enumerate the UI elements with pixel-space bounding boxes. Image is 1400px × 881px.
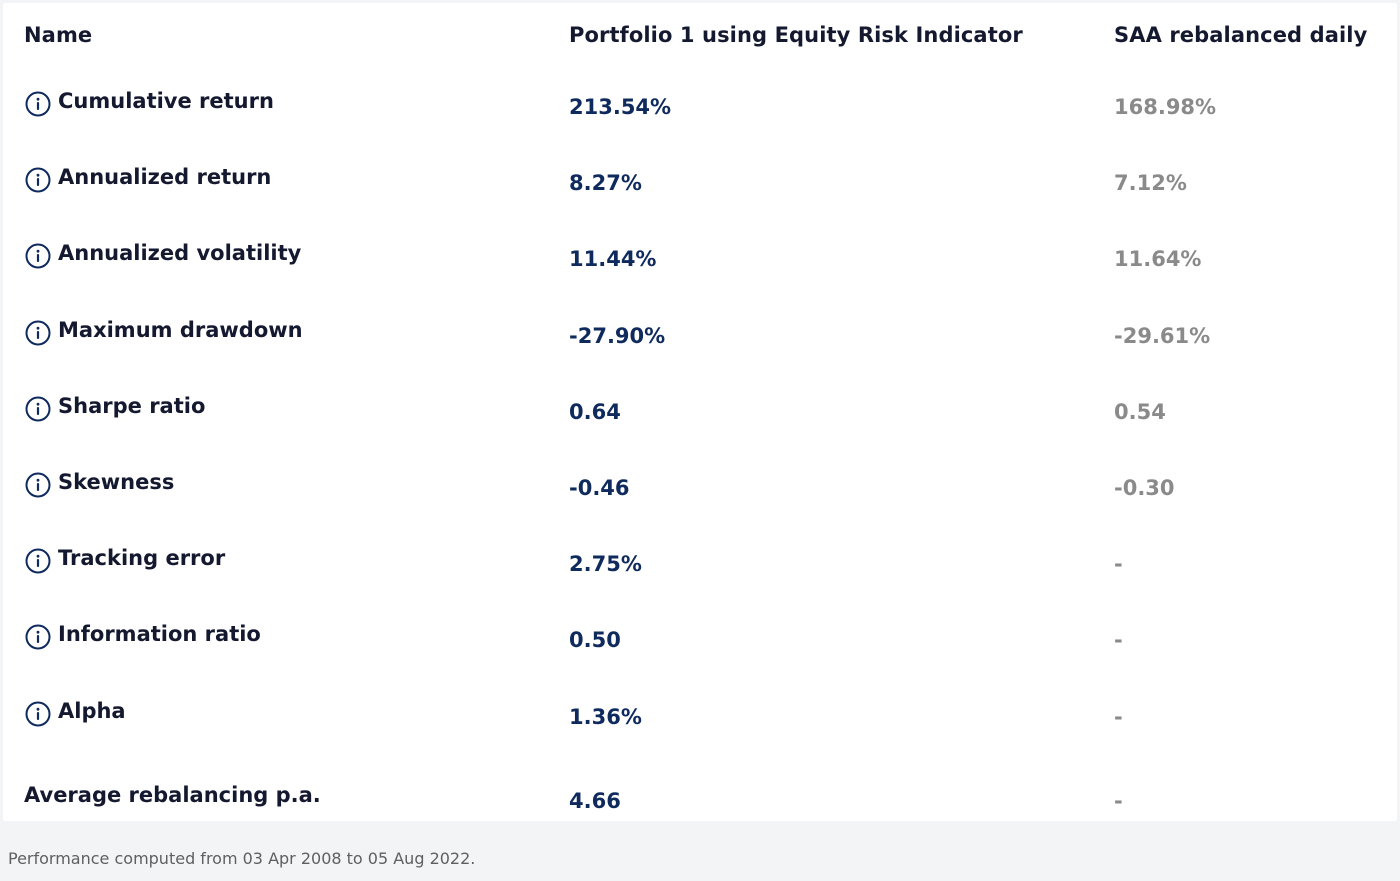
- table-row: Cumulative return 213.54% 168.98%: [3, 85, 1397, 125]
- table-row: Sharpe ratio 0.64 0.54: [3, 390, 1397, 430]
- info-circle-icon[interactable]: [25, 701, 51, 727]
- column-header-portfolio: Portfolio 1 using Equity Risk Indicator: [569, 23, 1023, 47]
- metric-label: Skewness: [58, 470, 175, 494]
- saa-value: -: [1114, 788, 1123, 813]
- table-row: Alpha 1.36% -: [3, 695, 1397, 735]
- performance-footnote: Performance computed from 03 Apr 2008 to…: [8, 849, 476, 868]
- portfolio-value: 4.66: [569, 788, 621, 813]
- saa-value: 0.54: [1114, 399, 1166, 424]
- portfolio-value: 0.64: [569, 399, 621, 424]
- metric-label: Information ratio: [58, 622, 261, 647]
- metric-label: Tracking error: [58, 546, 226, 571]
- portfolio-value: -27.90%: [569, 323, 666, 348]
- saa-value: -: [1114, 552, 1123, 577]
- saa-value: 168.98%: [1114, 95, 1217, 119]
- info-circle-icon[interactable]: [25, 320, 51, 346]
- info-circle-icon[interactable]: [25, 91, 51, 117]
- metric-label: Annualized return: [58, 165, 272, 190]
- portfolio-value: -0.46: [569, 476, 630, 500]
- table-row: Information ratio 0.50 -: [3, 618, 1397, 658]
- saa-value: -: [1114, 628, 1123, 653]
- column-header-saa: SAA rebalanced daily: [1114, 23, 1368, 47]
- portfolio-value: 213.54%: [569, 95, 672, 119]
- portfolio-value: 11.44%: [569, 247, 657, 272]
- info-circle-icon[interactable]: [25, 624, 51, 650]
- portfolio-value: 8.27%: [569, 171, 642, 196]
- metric-label: Sharpe ratio: [58, 393, 206, 418]
- table-row: Tracking error 2.75% -: [3, 542, 1397, 582]
- column-header-name: Name: [24, 23, 93, 47]
- saa-value: 7.12%: [1114, 171, 1187, 196]
- table-row: Annualized return 8.27% 7.12%: [3, 161, 1397, 201]
- info-circle-icon[interactable]: [25, 548, 51, 574]
- performance-table: Name Portfolio 1 using Equity Risk Indic…: [3, 3, 1397, 821]
- metric-label: Alpha: [58, 698, 126, 723]
- portfolio-value: 2.75%: [569, 552, 642, 577]
- metric-label: Maximum drawdown: [58, 317, 303, 342]
- saa-value: -0.30: [1114, 476, 1175, 500]
- table-row: Maximum drawdown -27.90% -29.61%: [3, 314, 1397, 354]
- info-circle-icon[interactable]: [25, 243, 51, 269]
- saa-value: -29.61%: [1114, 323, 1211, 348]
- saa-value: -: [1114, 704, 1123, 729]
- table-row: Annualized volatility 11.44% 11.64%: [3, 237, 1397, 277]
- metric-label: Average rebalancing p.a.: [24, 782, 321, 807]
- saa-value: 11.64%: [1114, 247, 1202, 272]
- table-row: Average rebalancing p.a. 4.66 -: [3, 779, 1397, 819]
- portfolio-value: 0.50: [569, 628, 621, 653]
- info-circle-icon[interactable]: [25, 396, 51, 422]
- info-circle-icon[interactable]: [25, 472, 51, 498]
- portfolio-value: 1.36%: [569, 704, 642, 729]
- metric-label: Annualized volatility: [58, 241, 302, 266]
- table-row: Skewness -0.46 -0.30: [3, 466, 1397, 506]
- metric-label: Cumulative return: [58, 89, 274, 113]
- info-circle-icon[interactable]: [25, 167, 51, 193]
